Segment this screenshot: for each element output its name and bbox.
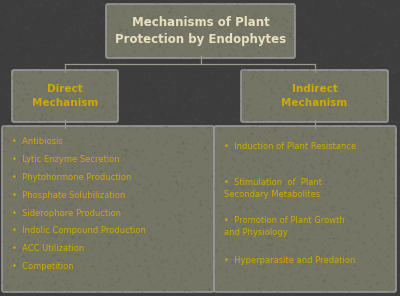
- FancyBboxPatch shape: [241, 70, 388, 122]
- Text: Direct
Mechanism: Direct Mechanism: [32, 84, 98, 108]
- FancyBboxPatch shape: [2, 126, 214, 292]
- Text: •  Stimulation  of  Plant
Secondary Metabolites: • Stimulation of Plant Secondary Metabol…: [224, 178, 322, 199]
- Text: •  Siderophore Production: • Siderophore Production: [12, 208, 121, 218]
- FancyBboxPatch shape: [106, 4, 295, 58]
- Text: •  Induction of Plant Resistance: • Induction of Plant Resistance: [224, 142, 356, 151]
- Text: •  Lytic Enzyme Secretion: • Lytic Enzyme Secretion: [12, 155, 120, 164]
- Text: •  Promotion of Plant Growth
and Physiology: • Promotion of Plant Growth and Physiolo…: [224, 216, 345, 237]
- Text: Mechanisms of Plant
Protection by Endophytes: Mechanisms of Plant Protection by Endoph…: [115, 15, 286, 46]
- Text: Indirect
Mechanism: Indirect Mechanism: [281, 84, 348, 108]
- Text: •  Hyperparasite and Predation: • Hyperparasite and Predation: [224, 256, 355, 265]
- Text: •  ACC Utilization: • ACC Utilization: [12, 244, 84, 253]
- Text: •  Phytohormone Production: • Phytohormone Production: [12, 173, 131, 182]
- Text: •  Indolic Compound Production: • Indolic Compound Production: [12, 226, 146, 235]
- FancyBboxPatch shape: [214, 126, 396, 292]
- FancyBboxPatch shape: [12, 70, 118, 122]
- Text: •  Competition: • Competition: [12, 262, 74, 271]
- Text: •  Phosphate Solubilization: • Phosphate Solubilization: [12, 191, 125, 200]
- Text: •  Antibiosis: • Antibiosis: [12, 138, 63, 147]
